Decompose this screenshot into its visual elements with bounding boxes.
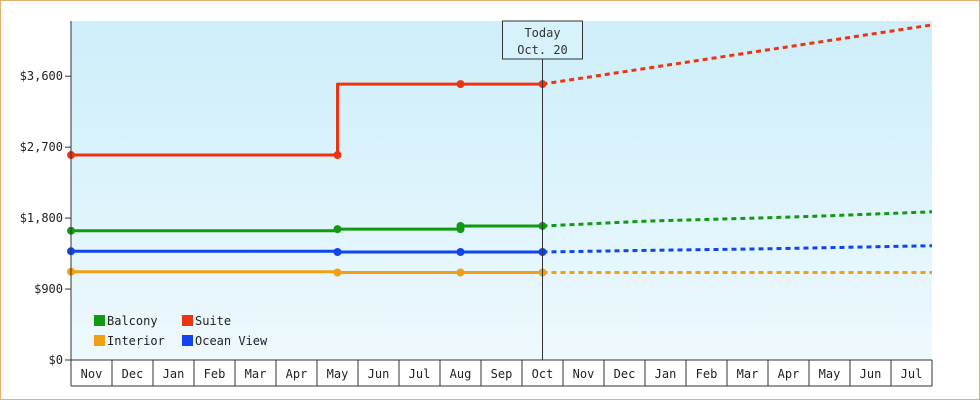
data-point — [456, 247, 465, 256]
legend-item: Suite — [182, 314, 231, 328]
y-tick-label: $0 — [49, 353, 63, 367]
series-line-forecast — [542, 23, 933, 86]
month-label: Mar — [737, 367, 759, 381]
month-label: Dec — [614, 367, 636, 381]
month-label: Jan — [655, 367, 677, 381]
legend-label: Balcony — [107, 314, 158, 328]
series-suite — [67, 23, 933, 160]
series-line-actual — [71, 224, 543, 233]
series-layer — [67, 23, 933, 277]
legend-swatch — [94, 335, 105, 346]
month-label: Jan — [163, 367, 185, 381]
legend-label: Interior — [107, 334, 165, 348]
series-line-actual — [71, 249, 543, 254]
month-label: Mar — [245, 367, 267, 381]
legend-swatch — [182, 315, 193, 326]
today-date: Oct. 20 — [517, 43, 568, 57]
today-label: Today — [524, 26, 560, 40]
legend-label: Ocean View — [195, 334, 268, 348]
month-label: Jul — [409, 367, 431, 381]
month-label: Sep — [491, 367, 513, 381]
month-axis: Nov Dec Jan Feb Mar Apr May Jun Jul Aug Sep Oct Nov D… — [70, 360, 933, 387]
month-label: Apr — [286, 367, 308, 381]
series-line-actual — [71, 270, 543, 274]
data-point — [333, 268, 342, 277]
month-label: Apr — [778, 367, 800, 381]
month-label: Aug — [450, 367, 472, 381]
plot-background — [71, 21, 932, 360]
series-line-actual — [71, 82, 543, 157]
month-label: Nov — [81, 367, 103, 381]
month-label: Feb — [204, 367, 226, 381]
legend-item: Balcony — [94, 314, 158, 328]
y-tick-label: $1,800 — [20, 211, 63, 225]
month-label: Oct — [532, 367, 554, 381]
y-tick-label: $900 — [34, 282, 63, 296]
y-tick-label: $3,600 — [20, 69, 63, 83]
data-point — [333, 225, 342, 234]
y-tick-label: $2,700 — [20, 140, 63, 154]
month-label: Jul — [901, 367, 923, 381]
today-box — [502, 20, 583, 60]
data-point — [456, 80, 465, 89]
legend-item: Ocean View — [182, 334, 268, 348]
series-line-forecast — [542, 210, 933, 228]
month-label: May — [819, 367, 841, 381]
data-point — [456, 268, 465, 277]
series-ocean-view — [67, 244, 933, 256]
legend-label: Suite — [195, 314, 231, 328]
month-label: May — [327, 367, 349, 381]
today-marker: Today Oct. 20 — [502, 20, 583, 360]
month-label: Feb — [696, 367, 718, 381]
legend: Balcony Suite Interior Ocean View — [94, 314, 268, 348]
legend-item: Interior — [94, 334, 165, 348]
data-point — [456, 221, 465, 230]
series-line-forecast — [542, 244, 933, 254]
month-label: Jun — [368, 367, 390, 381]
data-point — [333, 151, 342, 160]
month-label: Jun — [860, 367, 882, 381]
legend-swatch — [182, 335, 193, 346]
legend-swatch — [94, 315, 105, 326]
month-label: Dec — [122, 367, 144, 381]
y-axis-ticks: $0 $900 $1,800 $2,700 $3,600 — [20, 69, 71, 367]
month-label: Nov — [573, 367, 595, 381]
data-point — [333, 247, 342, 256]
